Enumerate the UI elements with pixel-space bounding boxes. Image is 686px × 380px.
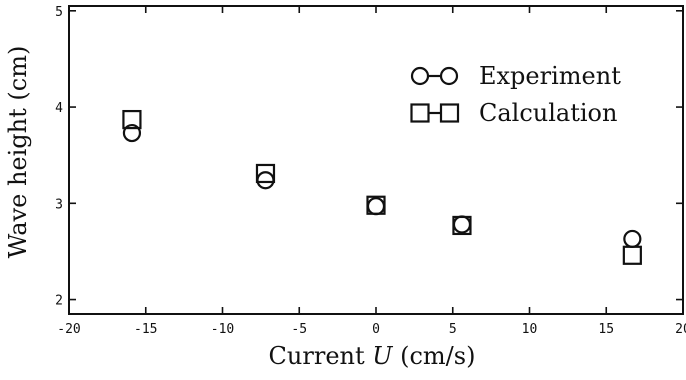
calculation-point [622, 245, 642, 265]
x-tick-label: -15 [134, 322, 157, 337]
calculation-point [122, 109, 142, 130]
legend-entry-calculation: Calculation [410, 99, 617, 127]
x-axis-title-unit: (cm/s) [392, 342, 475, 370]
legend-calculation-symbol-left [410, 103, 430, 123]
x-tick-label: 20 [675, 322, 686, 337]
legend-experiment-symbol-right [439, 66, 459, 86]
plot-frame [68, 5, 684, 315]
experiment-point [256, 171, 275, 190]
x-tick-label: 15 [598, 322, 614, 337]
legend-calculation-symbol-right [439, 103, 460, 123]
legend-experiment-symbol-left [410, 66, 430, 86]
y-tick-label: 4 [55, 101, 63, 116]
x-tick-label: -10 [211, 322, 234, 337]
experiment-point [623, 229, 642, 249]
y-axis-title: Wave height (cm) [4, 46, 32, 259]
x-tick-label: -20 [57, 322, 80, 337]
calculation-point [366, 195, 386, 215]
experiment-point [452, 215, 472, 234]
x-tick-label: -5 [291, 322, 307, 337]
x-axis-title-prefix: Current [269, 342, 373, 370]
experiment-point [122, 123, 142, 143]
calculation-point [255, 163, 276, 184]
legend-label-calculation: Calculation [479, 99, 617, 127]
y-tick-label: 2 [55, 294, 63, 309]
x-axis-title-variable: U [372, 342, 393, 370]
calculation-point [452, 215, 472, 236]
legend-label-experiment: Experiment [479, 62, 621, 90]
y-tick-label: 3 [55, 197, 63, 212]
x-tick-label: 5 [449, 322, 457, 337]
x-axis-title: Current U (cm/s) [269, 342, 476, 370]
x-tick-label: 0 [372, 322, 380, 337]
y-tick-label: 5 [55, 5, 63, 20]
experiment-point [366, 197, 386, 216]
legend-entry-experiment: Experiment [410, 62, 621, 90]
x-tick-label: 10 [522, 322, 538, 337]
